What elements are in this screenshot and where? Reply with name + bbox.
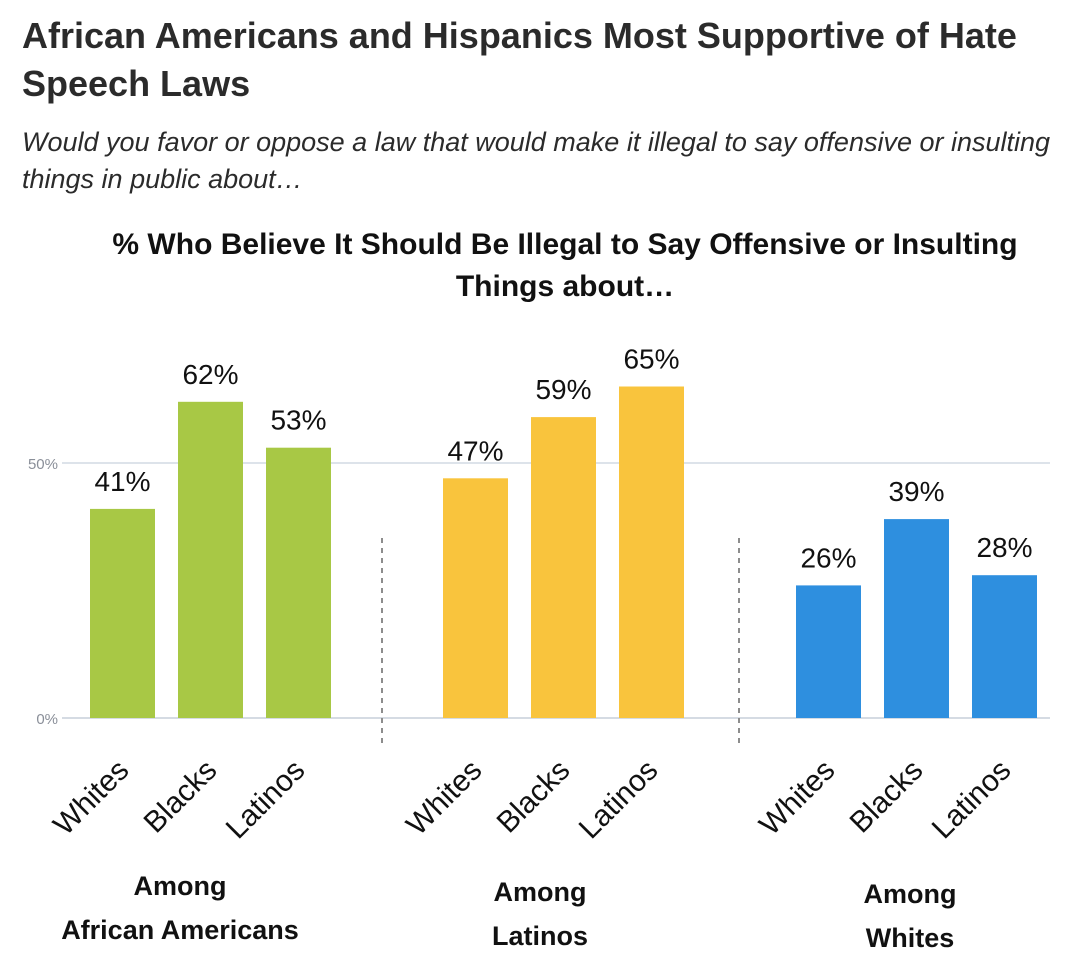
bar: [531, 417, 596, 718]
page-title: African Americans and Hispanics Most Sup…: [22, 15, 1017, 104]
value-label: 47%: [447, 435, 503, 466]
group-label-whites: Among Whites: [790, 872, 1030, 960]
category-label: Latinos: [926, 754, 1018, 846]
value-label: 28%: [976, 532, 1032, 563]
value-label: 65%: [623, 344, 679, 375]
value-label: 41%: [94, 466, 150, 497]
group-label-line: Among: [493, 877, 587, 907]
category-label: Whites: [753, 754, 841, 842]
value-label: 62%: [182, 359, 238, 390]
category-label: Latinos: [220, 754, 312, 846]
category-label: Latinos: [573, 754, 665, 846]
bar: [884, 519, 949, 718]
chart-title: % Who Believe It Should Be Illegal to Sa…: [112, 228, 1018, 303]
group-label-latinos: Among Latinos: [420, 870, 660, 958]
category-label: Whites: [47, 754, 135, 842]
bar: [796, 585, 861, 718]
group-label-line: Among: [863, 879, 957, 909]
group-label-line: African Americans: [61, 915, 299, 945]
value-label: 39%: [888, 476, 944, 507]
category-label: Blacks: [138, 754, 224, 840]
group-label-line: Among: [133, 871, 227, 901]
group-label-african-americans: Among African Americans: [30, 864, 330, 952]
value-label: 26%: [800, 542, 856, 573]
bar: [266, 447, 331, 718]
y-tick-label: 0%: [36, 711, 58, 728]
bar: [619, 386, 684, 718]
category-label: Whites: [400, 754, 488, 842]
bar: [178, 401, 243, 718]
survey-question: Would you favor or oppose a law that wou…: [22, 127, 1051, 194]
y-tick-label: 50%: [28, 456, 58, 473]
category-label: Blacks: [491, 754, 577, 840]
group-label-line: Whites: [865, 923, 955, 953]
bar: [443, 478, 508, 718]
category-label: Blacks: [844, 754, 930, 840]
value-label: 59%: [535, 374, 591, 405]
group-label-line: Latinos: [491, 921, 588, 951]
value-label: 53%: [270, 405, 326, 436]
bar: [972, 575, 1037, 718]
bar: [90, 508, 155, 718]
